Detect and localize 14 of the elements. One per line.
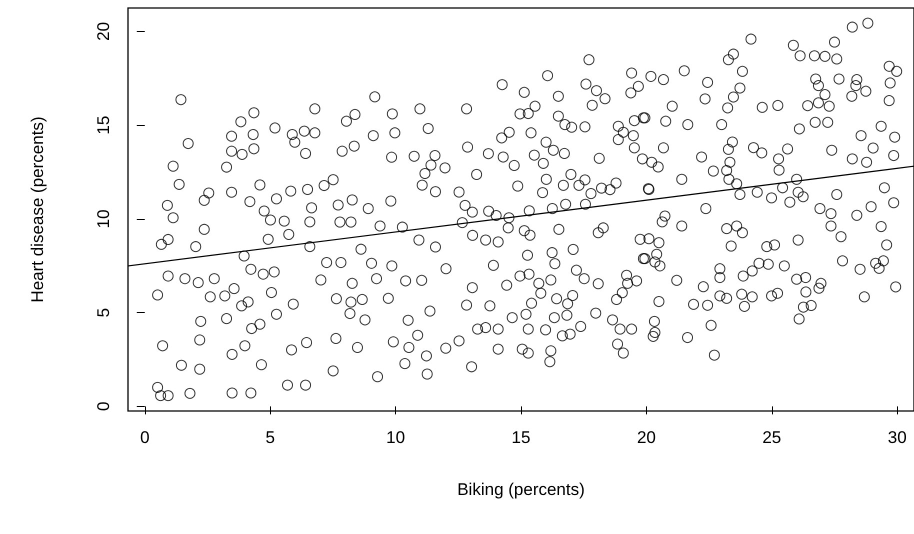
x-tick-label: 30 bbox=[888, 428, 907, 447]
y-axis-title: Heart disease (percents) bbox=[28, 116, 47, 303]
y-tick-label: 15 bbox=[94, 116, 113, 135]
x-tick-label: 20 bbox=[636, 428, 656, 447]
x-tick-label: 10 bbox=[386, 428, 406, 447]
x-tick-label: 5 bbox=[265, 428, 275, 447]
y-tick-label: 5 bbox=[94, 308, 113, 318]
y-tick-label: 10 bbox=[94, 209, 113, 228]
x-tick-label: 0 bbox=[140, 428, 150, 447]
x-tick-label: 25 bbox=[762, 428, 782, 447]
y-tick-label: 0 bbox=[94, 402, 113, 412]
y-tick-label: 20 bbox=[94, 22, 113, 41]
x-axis-title: Biking (percents) bbox=[457, 480, 585, 499]
x-tick-label: 15 bbox=[512, 428, 530, 447]
